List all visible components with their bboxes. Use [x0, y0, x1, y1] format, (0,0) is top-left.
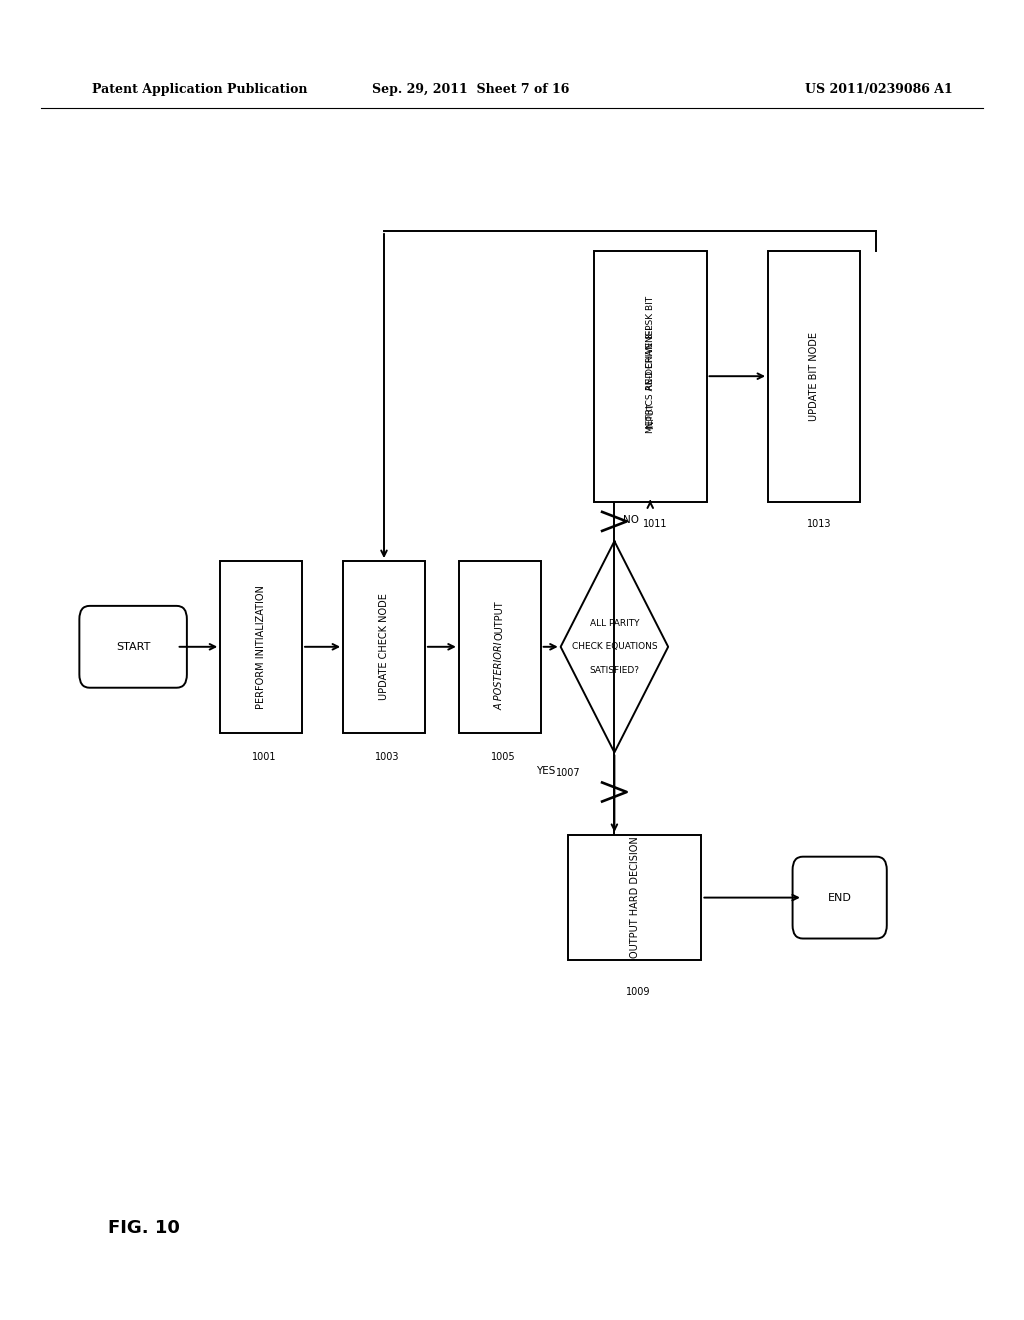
- Text: 1001: 1001: [252, 752, 276, 763]
- Text: METRICS AND CHANNEL: METRICS AND CHANNEL: [646, 325, 654, 433]
- Text: START: START: [116, 642, 151, 652]
- Text: 1013: 1013: [807, 519, 831, 529]
- Text: A POSTERIORI: A POSTERIORI: [495, 642, 505, 710]
- Bar: [594, 251, 707, 502]
- FancyBboxPatch shape: [793, 857, 887, 939]
- Text: END: END: [827, 892, 852, 903]
- Text: 1009: 1009: [626, 987, 650, 998]
- Text: PERFORM INITIALIZATION: PERFORM INITIALIZATION: [256, 585, 266, 709]
- Text: ALL PARITY: ALL PARITY: [590, 619, 639, 627]
- Text: OUTPUT: OUTPUT: [495, 601, 505, 640]
- Text: Sep. 29, 2011  Sheet 7 of 16: Sep. 29, 2011 Sheet 7 of 16: [373, 83, 569, 96]
- Text: CHECK EQUATIONS: CHECK EQUATIONS: [571, 643, 657, 651]
- Text: FIG. 10: FIG. 10: [108, 1218, 179, 1237]
- Text: UPDATE CHECK NODE: UPDATE CHECK NODE: [379, 594, 389, 700]
- Text: US 2011/0239086 A1: US 2011/0239086 A1: [805, 83, 952, 96]
- Text: YES: YES: [537, 766, 555, 776]
- Text: 1003: 1003: [375, 752, 399, 763]
- Bar: [459, 561, 541, 733]
- Text: 1007: 1007: [556, 768, 581, 779]
- Text: Patent Application Publication: Patent Application Publication: [92, 83, 307, 96]
- Bar: [768, 251, 860, 502]
- Text: 1011: 1011: [643, 519, 668, 529]
- Text: UPDATE BIT NODE: UPDATE BIT NODE: [809, 331, 819, 421]
- Text: SATISFIED?: SATISFIED?: [590, 667, 639, 675]
- Bar: [220, 561, 302, 733]
- Bar: [343, 561, 425, 733]
- Text: RE-DERIVE 8-PSK BIT: RE-DERIVE 8-PSK BIT: [646, 296, 654, 391]
- Bar: [568, 836, 701, 961]
- Text: NO: NO: [623, 515, 639, 525]
- Text: INPUT: INPUT: [646, 403, 654, 429]
- Text: 1005: 1005: [490, 752, 515, 763]
- FancyBboxPatch shape: [80, 606, 186, 688]
- Text: OUTPUT HARD DECISION: OUTPUT HARD DECISION: [630, 837, 640, 958]
